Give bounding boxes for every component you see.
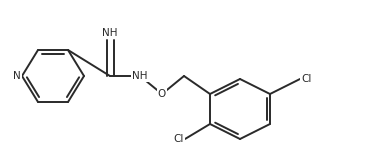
- Text: Cl: Cl: [174, 134, 184, 144]
- Text: NH: NH: [132, 71, 148, 81]
- Text: Cl: Cl: [301, 74, 311, 84]
- Text: O: O: [158, 89, 166, 99]
- Text: N: N: [13, 71, 21, 81]
- Text: NH: NH: [102, 28, 118, 38]
